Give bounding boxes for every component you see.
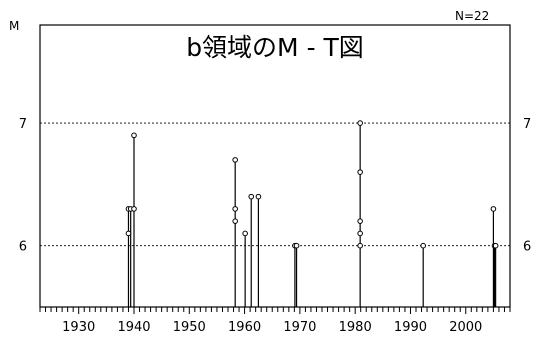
data-point-3 [131, 132, 137, 139]
y-tick-label-left-7: 7 [19, 117, 27, 132]
data-point-19 [490, 206, 497, 212]
data-point-10 [255, 193, 262, 200]
x-tick-label-1980: 1980 [339, 320, 372, 335]
data-point-14 [357, 169, 363, 175]
data-point-4 [131, 206, 137, 212]
data-point-12 [293, 242, 300, 249]
data-point-8 [242, 230, 248, 237]
x-tick-label-1960: 1960 [228, 320, 261, 335]
x-tick-label-1990: 1990 [394, 320, 427, 335]
data-point-7 [232, 218, 238, 224]
y-tick-label-left-6: 6 [19, 240, 27, 255]
data-point-13 [357, 120, 363, 126]
data-point-1 [125, 230, 132, 237]
stem-lines [127, 123, 497, 307]
x-tick-label-1930: 1930 [62, 320, 95, 335]
tick-labels: 6 6 7 7 1930 1940 1950 1960 1970 1980 1990 2000 [19, 117, 532, 335]
data-point-21 [492, 242, 499, 249]
data-point-18 [420, 242, 426, 249]
x-tick-label-1970: 1970 [283, 320, 316, 335]
data-point-5 [232, 157, 238, 163]
data-point-9 [248, 193, 255, 200]
count-label: N=22 [455, 9, 489, 23]
data-point-15 [357, 218, 363, 224]
data-point-17 [357, 242, 363, 249]
chart-title: b領域のM - T図 [186, 33, 364, 62]
y-axis-label: M [9, 19, 19, 33]
plot-frame [39, 24, 511, 308]
x-tick-label-1940: 1940 [117, 320, 150, 335]
x-tick-label-1950: 1950 [173, 320, 206, 335]
x-tick-label-2000: 2000 [449, 320, 482, 335]
markers [125, 120, 499, 249]
y-tick-label-right-6: 6 [523, 240, 531, 255]
y-tick-label-right-7: 7 [523, 117, 531, 132]
axis-ticks [39, 307, 511, 314]
data-point-16 [357, 230, 363, 237]
data-point-6 [232, 206, 238, 212]
